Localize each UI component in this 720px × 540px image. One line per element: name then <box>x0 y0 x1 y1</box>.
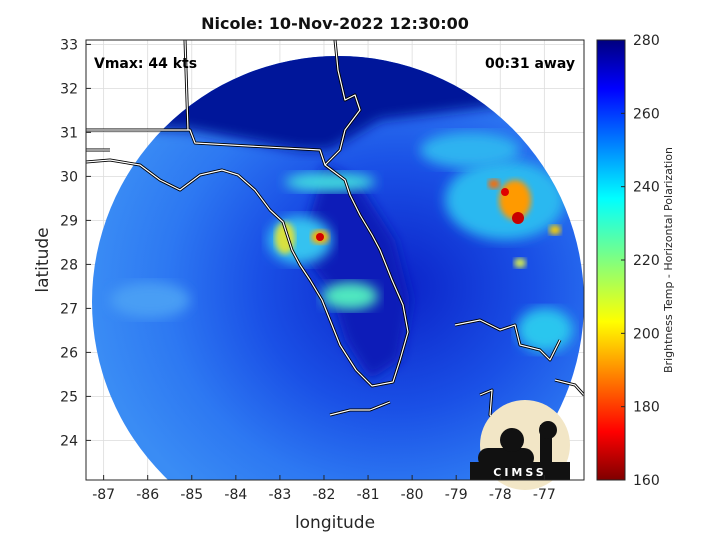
convection-spot <box>501 188 509 196</box>
axes-box <box>85 39 585 481</box>
x-tick-label: -87 <box>92 487 115 503</box>
y-tick-label: 31 <box>60 125 78 141</box>
coastlines <box>86 40 584 427</box>
y-axis-label: latitude <box>33 227 53 292</box>
y-tick-label: 26 <box>60 345 78 361</box>
colorbar-tick-label: 280 <box>633 33 660 49</box>
y-tick-label: 28 <box>60 257 78 273</box>
colorbar-tick-label: 160 <box>633 473 660 489</box>
colorbar-tick-label: 220 <box>633 253 660 269</box>
time-away-annotation: 00:31 away <box>485 56 575 72</box>
x-tick-label: -85 <box>180 487 203 503</box>
warm-band-north <box>285 172 375 192</box>
colorbar <box>596 39 626 481</box>
colorbar-tick-label: 240 <box>633 180 660 196</box>
vmax-annotation: Vmax: 44 kts <box>94 56 197 72</box>
chart-title: Nicole: 10-Nov-2022 12:30:00 <box>201 14 469 33</box>
x-axis-label: longitude <box>295 513 375 533</box>
gulf-patch <box>110 282 190 318</box>
x-tick-label: -81 <box>357 487 380 503</box>
y-axis-ticks: 24 25 26 27 28 29 30 31 32 33 <box>60 37 91 449</box>
x-tick-label: -83 <box>268 487 291 503</box>
y-tick-label: 33 <box>60 37 78 53</box>
y-tick-label: 32 <box>60 81 78 97</box>
colorbar-tick-label: 180 <box>633 400 660 416</box>
colorbar-tick-label: 260 <box>633 106 660 122</box>
colorbar-ticks: 160 180 200 220 240 260 280 <box>621 33 660 489</box>
x-tick-label: -84 <box>224 487 247 503</box>
colorbar-tick-label: 200 <box>633 326 660 342</box>
logo-banner <box>470 462 570 480</box>
florida-cold-region <box>300 165 410 380</box>
warm-band-south <box>322 282 378 310</box>
x-tick-label: -86 <box>136 487 159 503</box>
x-tick-label: -79 <box>445 487 468 503</box>
y-tick-label: 29 <box>60 213 78 229</box>
y-tick-label: 24 <box>60 433 78 449</box>
logo-text: CIMSS <box>493 466 546 479</box>
x-tick-label: -82 <box>313 487 336 503</box>
x-tick-label: -77 <box>533 487 556 503</box>
y-tick-label: 27 <box>60 301 78 317</box>
convection-edge <box>488 179 500 189</box>
convection-east <box>549 225 561 235</box>
cimss-logo: CIMSS <box>470 400 570 490</box>
x-axis-ticks: -87 -86 -85 -84 -83 -82 -81 -80 -79 -78 -77 <box>92 475 556 503</box>
convection-south <box>514 258 526 268</box>
convection-max <box>512 212 524 224</box>
y-tick-label: 25 <box>60 389 78 405</box>
eye-core <box>316 233 324 241</box>
rain-band-northeast <box>420 132 520 168</box>
x-tick-label: -78 <box>489 487 512 503</box>
x-tick-label: -80 <box>401 487 424 503</box>
logo-tower-top <box>539 421 557 439</box>
colorbar-label: Brightness Temp - Horizontal Polarizatio… <box>662 147 675 373</box>
y-tick-label: 30 <box>60 169 78 185</box>
logo-dish <box>500 428 524 452</box>
